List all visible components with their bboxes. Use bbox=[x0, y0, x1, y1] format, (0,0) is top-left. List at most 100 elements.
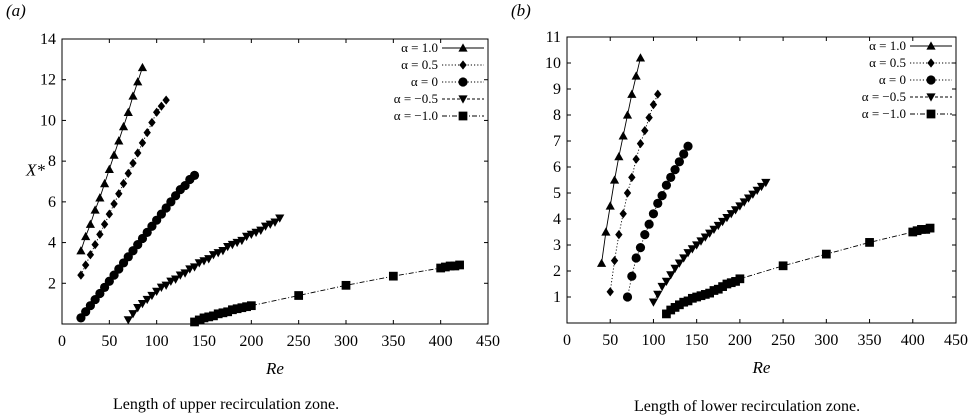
panel-b-legend-marker bbox=[926, 41, 936, 50]
panel-a-data-point bbox=[185, 265, 195, 274]
panel-b-data-point bbox=[657, 282, 667, 292]
panel-a-data-point bbox=[388, 271, 398, 281]
panel-b-series-line bbox=[601, 57, 641, 264]
panel-a-data-point bbox=[209, 311, 218, 321]
panel-a-legend-label: α = 0.5 bbox=[401, 57, 438, 72]
panel-b-series-line bbox=[666, 227, 931, 315]
panel-a-data-point bbox=[213, 249, 223, 258]
panel-b-data-point bbox=[679, 149, 689, 159]
panel-a-data-point bbox=[294, 291, 304, 300]
panel-b-x-tick-label: 250 bbox=[771, 332, 795, 349]
panel-a-y-tick-label: 8 bbox=[48, 153, 56, 170]
panel-b-y-tick-label: 4 bbox=[553, 211, 561, 228]
panel-a-data-point bbox=[256, 226, 266, 235]
panel-b-data-point bbox=[666, 271, 676, 280]
panel-a-x-tick-label: 200 bbox=[239, 333, 263, 350]
panel-b-data-point bbox=[700, 233, 710, 242]
panel-a-legend-marker bbox=[458, 95, 468, 104]
panel-b-data-point bbox=[735, 202, 745, 211]
panel-b-data-point bbox=[636, 139, 645, 149]
panel-a-data-point bbox=[152, 287, 162, 297]
panel-b-x-tick-label: 450 bbox=[944, 332, 968, 349]
panel-a-data-point bbox=[129, 158, 137, 168]
panel-b-data-point bbox=[674, 157, 684, 167]
panel-b-x-tick-label: 300 bbox=[814, 332, 838, 349]
panel-b-data-point bbox=[748, 190, 758, 199]
panel-a-data-point bbox=[275, 214, 285, 223]
panel-a-data-point bbox=[81, 231, 91, 241]
panel-a-data-point bbox=[171, 275, 181, 284]
panel-a-data-point bbox=[232, 304, 242, 314]
panel-a-x-tick-label: 450 bbox=[476, 333, 500, 350]
panel-b-data-point bbox=[670, 165, 680, 175]
panel-b-data-point bbox=[618, 131, 628, 140]
panel-a-data-point bbox=[162, 95, 170, 105]
panel-a-data-point bbox=[124, 168, 132, 178]
panel-b-data-point bbox=[601, 227, 611, 236]
panel-b-legend-marker bbox=[927, 58, 935, 68]
panel-a-data-point bbox=[227, 240, 237, 250]
panel-a-data-point bbox=[128, 310, 138, 319]
panel-a-x-tick-label: 300 bbox=[334, 333, 358, 350]
panel-b-legend-marker bbox=[926, 93, 936, 102]
panel-a-x-tick-label: 350 bbox=[381, 333, 405, 350]
panel-a-legend-label: α = 1.0 bbox=[401, 40, 438, 55]
panel-b-data-point bbox=[683, 141, 693, 151]
panel-a-data-point bbox=[133, 77, 143, 86]
panel-b-y-tick-label: 5 bbox=[553, 185, 561, 202]
panel-b-legend-label: α = −1.0 bbox=[862, 106, 906, 121]
panel-b-data-point bbox=[648, 298, 659, 307]
panel-b-y-tick-label: 8 bbox=[553, 107, 561, 124]
panel-a-data-point bbox=[242, 232, 252, 242]
panel-b-data-point bbox=[821, 249, 831, 259]
panel-b-data-point bbox=[713, 221, 723, 231]
panel-b-data-point bbox=[756, 182, 767, 192]
panel-a-data-point bbox=[147, 291, 157, 301]
panel-a-data-point bbox=[270, 218, 280, 227]
panel-b-data-point bbox=[635, 243, 646, 253]
panel-a-plot-frame bbox=[61, 38, 489, 325]
panel-b-legend-label: α = −0.5 bbox=[862, 89, 906, 104]
panel-b-data-point bbox=[739, 198, 749, 207]
panel-a-data-point bbox=[218, 247, 228, 256]
panel-a-data-point bbox=[128, 91, 138, 100]
panel-b-data-point bbox=[619, 209, 627, 219]
panel-a-data-point bbox=[436, 263, 446, 273]
panel-b-data-point bbox=[778, 261, 788, 271]
panel-a-data-point bbox=[223, 242, 233, 252]
panel-b-data-point bbox=[679, 254, 689, 263]
panel-b-data-point bbox=[641, 126, 649, 136]
panel-b-caption: Length of lower recirculation zone. bbox=[634, 398, 861, 415]
panel-b-legend-marker bbox=[926, 109, 936, 119]
panel-a-data-point bbox=[341, 280, 351, 290]
panel-a-y-tick-label: 12 bbox=[40, 72, 56, 89]
panel-b-y-tick-label: 10 bbox=[545, 55, 561, 72]
panel-b-plot-frame bbox=[566, 36, 957, 324]
panel-b-x-tick-label: 150 bbox=[685, 332, 709, 349]
panel-a-data-point bbox=[204, 255, 214, 264]
panel-a-y-tick-label: 10 bbox=[40, 112, 56, 129]
panel-b-data-point bbox=[743, 194, 754, 203]
panel-a-x-tick-label: 0 bbox=[58, 333, 66, 350]
panel-a-caption: Length of upper recirculation zone. bbox=[113, 396, 340, 413]
panel-b-legend-marker bbox=[926, 75, 936, 85]
panel-a-legend-label: α = 0 bbox=[411, 74, 438, 89]
panel-b-data-point bbox=[722, 214, 732, 223]
panel-b-data-point bbox=[666, 172, 676, 182]
panel-a-legend-label: α = −1.0 bbox=[394, 108, 438, 123]
panel-a-data-point bbox=[161, 281, 171, 290]
panel-a-data-point bbox=[123, 107, 133, 116]
panel-b-y-tick-label: 11 bbox=[546, 29, 561, 46]
panel-a-data-point bbox=[232, 238, 242, 248]
panel-a-data-point bbox=[81, 260, 90, 270]
panel-b-data-point bbox=[709, 225, 719, 234]
panel-a-data-point bbox=[445, 261, 455, 271]
panel-a-data-point bbox=[242, 302, 251, 312]
panel-a-y-tick-label: 14 bbox=[40, 31, 56, 48]
panel-b-y-tick-label: 1 bbox=[553, 289, 561, 306]
panel-a-y-axis-title: X* bbox=[25, 160, 45, 179]
panel-a-data-point bbox=[143, 128, 151, 138]
panel-a-data-point bbox=[218, 308, 228, 318]
panel-b-data-point bbox=[615, 230, 623, 240]
